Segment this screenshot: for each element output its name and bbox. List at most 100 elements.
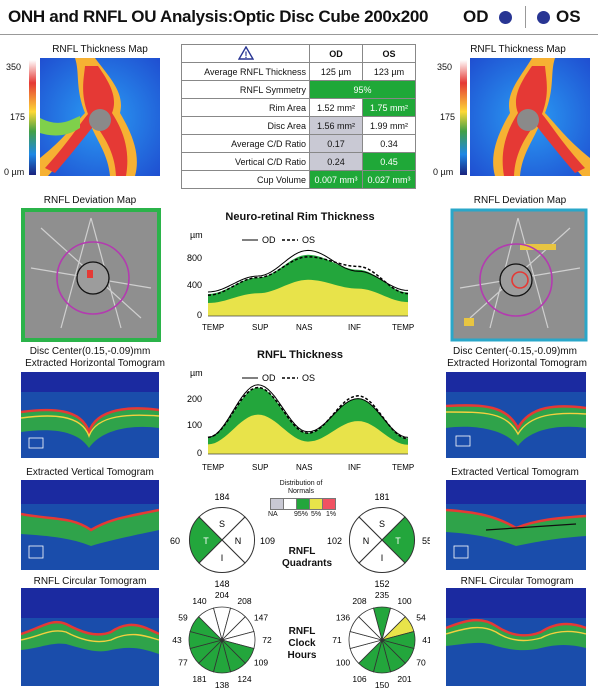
table-head-od: OD <box>309 44 363 63</box>
os-clock-value: 100 <box>336 658 350 668</box>
os-color-scale <box>460 60 467 175</box>
warning-icon-cell: ! <box>181 44 310 63</box>
rnfl-xtick: TEMP <box>392 463 414 472</box>
table-row: RNFL Symmetry 95% <box>181 80 416 99</box>
os-label: OS <box>556 7 581 26</box>
rim-xtick: SUP <box>252 323 268 332</box>
os-q-bottom-value: 152 <box>374 579 389 588</box>
rnfl-os-line <box>207 386 409 440</box>
od-q-right-value: 109 <box>260 536 275 546</box>
rnfl-ytick: 100 <box>187 420 202 430</box>
os-eye-dot-icon <box>537 11 550 24</box>
normals-swatch-1 <box>322 498 336 510</box>
row-os-value: 1.75 mm² <box>362 98 416 117</box>
os-clock-value: 100 <box>397 596 411 606</box>
od-thickness-map-title: RNFL Thickness Map <box>52 44 148 55</box>
rim-chart-title: Neuro-retinal Rim Thickness <box>225 211 375 223</box>
table-row: Vertical C/D Ratio 0.24 0.45 <box>181 152 416 171</box>
od-clock-value: 124 <box>237 674 251 684</box>
row-od-value: 1.52 mm² <box>309 98 363 117</box>
rim-xtick: INF <box>348 323 361 332</box>
os-vertical-tomogram <box>446 480 586 570</box>
rim-plot-area <box>207 249 409 317</box>
normals-key-na: NA <box>268 511 278 518</box>
os-thickness-map-title: RNFL Thickness Map <box>470 44 566 55</box>
rnfl-unit: µm <box>190 368 203 378</box>
rnfl-ytick: 0 <box>197 448 202 458</box>
report-header: ONH and RNFL OU Analysis:Optic Disc Cube… <box>0 0 598 35</box>
os-clock-value: 201 <box>397 674 411 684</box>
normals-key-5: 5% <box>311 511 322 518</box>
table-row: Rim Area 1.52 mm² 1.75 mm² <box>181 98 416 117</box>
os-disc-center: Disc Center(-0.15,-0.09)mm <box>453 346 577 357</box>
os-quadrant-chart: S N T I 181 102 55 152 <box>327 492 430 588</box>
od-horizontal-title: Extracted Horizontal Tomogram <box>25 358 165 369</box>
os-vertical-title: Extracted Vertical Tomogram <box>451 467 579 478</box>
od-clock-value: 59 <box>178 613 188 623</box>
metrics-table: ! OD OS Average RNFL Thickness 125 µm 12… <box>181 44 416 189</box>
row-od-value: 0.007 mm³ <box>309 170 363 189</box>
od-vertical-title: Extracted Vertical Tomogram <box>26 467 154 478</box>
od-circular-tomogram <box>21 588 159 686</box>
od-q-top-value: 184 <box>214 492 229 502</box>
header-divider <box>525 6 526 28</box>
rnfl-xtick: SUP <box>252 463 268 472</box>
od-deviation-title: RNFL Deviation Map <box>43 195 137 206</box>
od-disc-center: Disc Center(0.15,-0.09)mm <box>29 346 151 357</box>
od-q-left-value: 60 <box>170 536 180 546</box>
rim-ytick: 400 <box>187 280 202 290</box>
rnfl-band-yellow <box>208 414 408 454</box>
quadrants-label: RNFL Quadrants <box>282 546 333 569</box>
od-scale-mid: 175 <box>10 112 26 122</box>
od-clock-value: 109 <box>254 658 268 668</box>
row-label: Average C/D Ratio <box>181 134 310 153</box>
os-clock-value: 136 <box>336 613 350 623</box>
od-scale-bottom: 0 µm <box>4 167 25 177</box>
od-q-s: S <box>219 519 225 529</box>
od-q-t: T <box>203 536 209 546</box>
os-scale-top: 350 <box>437 62 453 72</box>
od-q-n: N <box>235 536 242 546</box>
table-head-os: OS <box>362 44 416 63</box>
od-clock-value: 43 <box>172 635 182 645</box>
od-circular-title: RNFL Circular Tomogram <box>33 576 147 587</box>
table-row: Average RNFL Thickness 125 µm 123 µm <box>181 62 416 81</box>
os-q-i: I <box>381 553 384 563</box>
row-od-value: 125 µm <box>309 62 363 81</box>
rim-legend-od: OD <box>262 235 276 245</box>
od-scale-top: 350 <box>6 62 22 72</box>
svg-text:!: ! <box>244 50 247 60</box>
od-quadrant-chart: S T N I 184 60 109 148 <box>170 492 275 588</box>
row-label: Disc Area <box>181 116 310 135</box>
os-thickness-map <box>470 58 590 176</box>
row-os-value: 1.99 mm² <box>362 116 416 135</box>
os-deviation-title: RNFL Deviation Map <box>473 195 567 206</box>
table-row: Cup Volume 0.007 mm³ 0.027 mm³ <box>181 170 416 189</box>
rnfl-ytick: 200 <box>187 394 202 404</box>
os-clock-value: 208 <box>352 596 366 606</box>
od-clock-value: 138 <box>215 680 229 690</box>
rim-unit: µm <box>190 230 203 240</box>
clock-hours-label: RNFL Clock Hours <box>287 626 317 661</box>
rim-xtick: TEMP <box>392 323 414 332</box>
rim-ytick: 800 <box>187 253 202 263</box>
report-title: ONH and RNFL OU Analysis:Optic Disc Cube… <box>8 7 429 26</box>
od-vertical-tomogram <box>21 480 159 570</box>
table-row: Disc Area 1.56 mm² 1.99 mm² <box>181 116 416 135</box>
od-clock-value: 147 <box>254 613 268 623</box>
warning-icon: ! <box>237 45 254 60</box>
od-thickness-map <box>40 58 160 176</box>
rnfl-xtick: INF <box>348 463 361 472</box>
od-label: OD <box>463 7 489 26</box>
os-q-top-value: 181 <box>374 492 389 502</box>
os-horizontal-tomogram <box>446 372 586 458</box>
os-clock-value: 71 <box>332 635 342 645</box>
os-q-n: N <box>363 536 370 546</box>
row-od-value: 0.24 <box>309 152 363 171</box>
normals-key-95: 95% <box>294 511 309 518</box>
table-row: Average C/D Ratio 0.17 0.34 <box>181 134 416 153</box>
od-clock-value: 204 <box>215 590 229 600</box>
od-clock-value: 140 <box>192 596 206 606</box>
od-color-scale <box>29 60 36 175</box>
